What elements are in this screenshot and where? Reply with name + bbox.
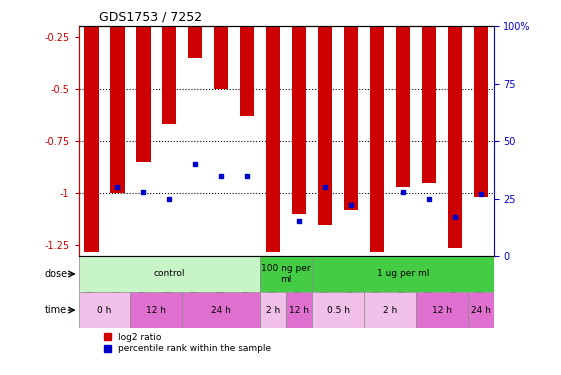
Text: 12 h: 12 h (432, 306, 452, 315)
Text: dose: dose (45, 269, 68, 279)
Bar (84, 0, 99, 252)
Bar (240, 0, 254, 116)
Bar (448, 0, 462, 248)
Text: 12 h: 12 h (289, 306, 309, 315)
Text: 24 h: 24 h (211, 306, 231, 315)
Text: time: time (45, 305, 67, 315)
Text: 0 h: 0 h (97, 306, 112, 315)
Bar (188, 0, 203, 58)
Bar (396, 0, 410, 187)
Text: 100 ng per
ml: 100 ng per ml (261, 264, 311, 284)
Bar (312, 256, 494, 292)
Bar (312, 292, 364, 328)
Legend: log2 ratio, percentile rank within the sample: log2 ratio, percentile rank within the s… (104, 333, 272, 353)
Bar (468, 292, 494, 328)
Bar (422, 0, 436, 183)
Bar (416, 292, 468, 328)
Text: 2 h: 2 h (266, 306, 280, 315)
Bar (364, 292, 416, 328)
Text: 12 h: 12 h (146, 306, 167, 315)
Bar (214, 0, 228, 89)
Bar (182, 292, 260, 328)
Bar (136, 0, 150, 162)
Bar (130, 292, 182, 328)
Text: 1 ug per ml: 1 ug per ml (376, 270, 429, 279)
Bar (292, 0, 306, 214)
Bar (162, 0, 177, 124)
Text: 24 h: 24 h (471, 306, 491, 315)
Text: 2 h: 2 h (383, 306, 397, 315)
Bar (286, 292, 312, 328)
Bar (318, 0, 332, 225)
Text: 0.5 h: 0.5 h (327, 306, 350, 315)
Bar (473, 0, 488, 198)
Bar (266, 0, 280, 252)
Bar (111, 0, 125, 193)
Bar (79, 292, 130, 328)
Text: GDS1753 / 7252: GDS1753 / 7252 (99, 11, 203, 24)
Bar (370, 0, 384, 252)
Bar (260, 256, 312, 292)
Bar (79, 256, 260, 292)
Text: control: control (154, 270, 185, 279)
Bar (344, 0, 358, 210)
Bar (260, 292, 286, 328)
